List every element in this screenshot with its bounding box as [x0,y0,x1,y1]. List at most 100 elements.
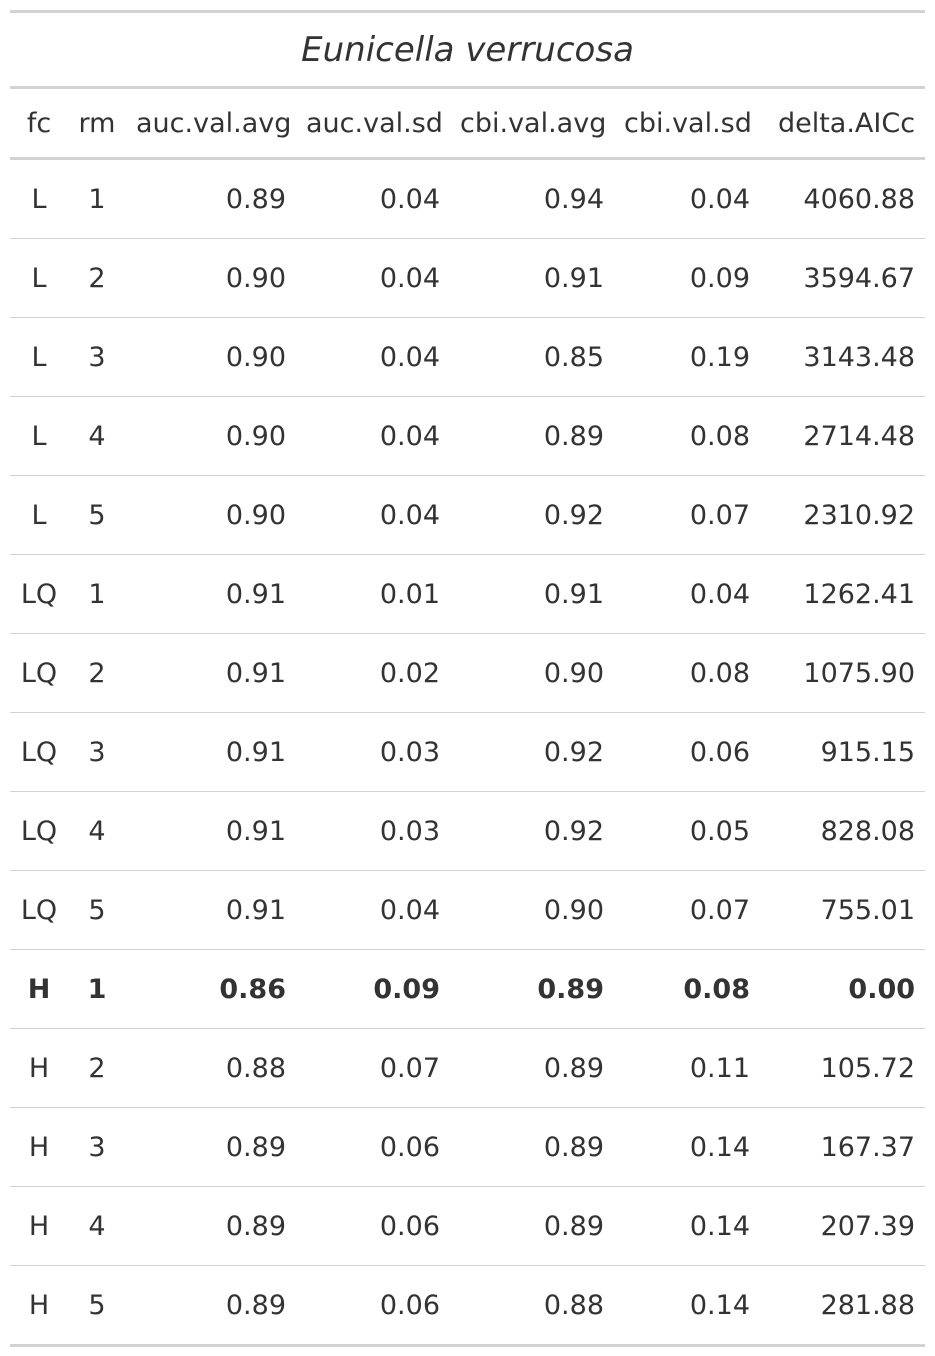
column-header-cbi-val-avg: cbi.val.avg [450,87,614,160]
cell-cbi-val-sd: 0.06 [614,712,760,792]
cell-cbi-val-sd: 0.14 [614,1265,760,1346]
table-row: LQ 2 0.91 0.02 0.90 0.08 1075.90 [10,633,926,713]
cell-auc-val-avg: 0.91 [126,791,296,871]
cell-delta-aicc: 281.88 [760,1265,926,1346]
cell-rm: 1 [68,949,126,1029]
cell-cbi-val-avg: 0.91 [450,238,614,318]
table-row: H 5 0.89 0.06 0.88 0.14 281.88 [10,1265,926,1346]
header-row: fc rm auc.val.avg auc.val.sd cbi.val.avg… [10,87,926,160]
cell-rm: 4 [68,791,126,871]
cell-rm: 3 [68,712,126,792]
cell-fc: L [10,238,68,318]
cell-fc: H [10,1265,68,1346]
cell-delta-aicc: 755.01 [760,870,926,950]
table-row: H 1 0.86 0.09 0.89 0.08 0.00 [10,949,926,1029]
cell-delta-aicc: 4060.88 [803,183,916,215]
cell-rm: 5 [68,1265,126,1346]
table-row: LQ 3 0.91 0.03 0.92 0.06 915.15 [10,712,926,792]
table-row: H 3 0.89 0.06 0.89 0.14 167.37 [10,1107,926,1187]
cell-fc: LQ [10,791,68,871]
table-row: H 4 0.89 0.06 0.89 0.14 207.39 [10,1186,926,1266]
cell-cbi-val-sd: 0.14 [614,1107,760,1187]
cell-auc-val-sd: 0.06 [296,1186,450,1266]
cell-auc-val-avg: 0.90 [126,238,296,318]
cell-fc: H [10,1028,68,1108]
cell-rm: 5 [68,870,126,950]
cell-fc: LQ [10,554,68,634]
cell-cbi-val-sd: 0.08 [614,949,760,1029]
cell-rm: 3 [68,1107,126,1187]
cell-cbi-val-sd: 0.08 [614,633,760,713]
cell-fc: LQ [10,633,68,713]
cell-cbi-val-avg: 0.89 [450,396,614,476]
table-row: L 2 0.90 0.04 0.91 0.09 3594.67 [10,238,926,318]
cell-cbi-val-sd: 0.08 [614,396,760,476]
cell-rm: 2 [68,238,126,318]
cell-auc-val-sd: 0.04 [296,238,450,318]
cell-auc-val-sd: 0.01 [296,554,450,634]
cell-cbi-val-avg: 0.92 [450,712,614,792]
cell-cbi-val-avg: 0.94 [543,183,604,215]
cell-auc-val-sd: 0.09 [296,949,450,1029]
cell-fc: LQ [10,712,68,792]
cell-rm: 4 [68,1186,126,1266]
cell-cbi-val-avg: 0.92 [450,475,614,555]
column-header-rm: rm [68,87,126,160]
cell-fc: LQ [10,870,68,950]
cell-cbi-val-avg: 0.90 [450,633,614,713]
cell-rm: 5 [68,475,126,555]
cell-auc-val-avg: 0.89 [126,1265,296,1346]
cell-auc-val-avg: 0.90 [126,475,296,555]
cell-delta-aicc: 3143.48 [760,317,926,397]
cell-auc-val-avg: 0.90 [126,396,296,476]
cell-auc-val-sd: 0.04 [379,183,440,215]
cell-auc-val-avg: 0.89 [225,183,286,215]
column-header-fc: fc [10,87,68,160]
cell-cbi-val-sd: 0.11 [614,1028,760,1108]
cell-auc-val-sd: 0.02 [296,633,450,713]
results-table-container: Eunicella verrucosa fc rm auc.val.avg au… [10,10,926,1347]
cell-cbi-val-avg: 0.89 [450,1028,614,1108]
cell-delta-aicc: 0.00 [760,949,926,1029]
cell-cbi-val-avg: 0.89 [450,949,614,1029]
cell-cbi-val-sd: 0.07 [614,870,760,950]
table-row: H 2 0.88 0.07 0.89 0.11 105.72 [10,1028,926,1108]
cell-fc: L [31,183,47,215]
column-header-delta-aicc: delta.AICc [760,87,926,160]
cell-fc: H [10,949,68,1029]
cell-delta-aicc: 1262.41 [760,554,926,634]
cell-delta-aicc: 105.72 [760,1028,926,1108]
cell-auc-val-avg: 0.91 [126,633,296,713]
cell-auc-val-sd: 0.03 [296,712,450,792]
cell-auc-val-sd: 0.04 [296,475,450,555]
cell-delta-aicc: 2714.48 [760,396,926,476]
table-title: Eunicella verrucosa [10,11,926,89]
cell-cbi-val-sd: 0.04 [689,183,750,215]
table-row: LQ 1 0.91 0.01 0.91 0.04 1262.41 [10,554,926,634]
cell-rm: 4 [68,396,126,476]
cell-rm: 2 [68,633,126,713]
cell-cbi-val-sd: 0.04 [614,554,760,634]
cell-rm: 2 [68,1028,126,1108]
cell-auc-val-avg: 0.91 [126,554,296,634]
table-row: L 5 0.90 0.04 0.92 0.07 2310.92 [10,475,926,555]
cell-delta-aicc: 167.37 [760,1107,926,1187]
cell-cbi-val-avg: 0.91 [450,554,614,634]
cell-fc: L [10,475,68,555]
column-header-auc-val-avg: auc.val.avg [126,87,296,160]
cell-delta-aicc: 2310.92 [760,475,926,555]
cell-auc-val-avg: 0.91 [126,712,296,792]
title-row: Eunicella verrucosa [10,11,926,89]
cell-cbi-val-avg: 0.89 [450,1107,614,1187]
cell-delta-aicc: 828.08 [760,791,926,871]
cell-delta-aicc: 3594.67 [760,238,926,318]
cell-delta-aicc: 915.15 [760,712,926,792]
cell-cbi-val-sd: 0.19 [614,317,760,397]
table-row: LQ 5 0.91 0.04 0.90 0.07 755.01 [10,870,926,950]
table-row: L 1 0.89 0.04 0.94 0.04 4060.88 [10,159,925,239]
cell-cbi-val-avg: 0.92 [450,791,614,871]
cell-cbi-val-avg: 0.90 [450,870,614,950]
cell-fc: L [10,317,68,397]
cell-rm: 3 [68,317,126,397]
cell-cbi-val-sd: 0.05 [614,791,760,871]
